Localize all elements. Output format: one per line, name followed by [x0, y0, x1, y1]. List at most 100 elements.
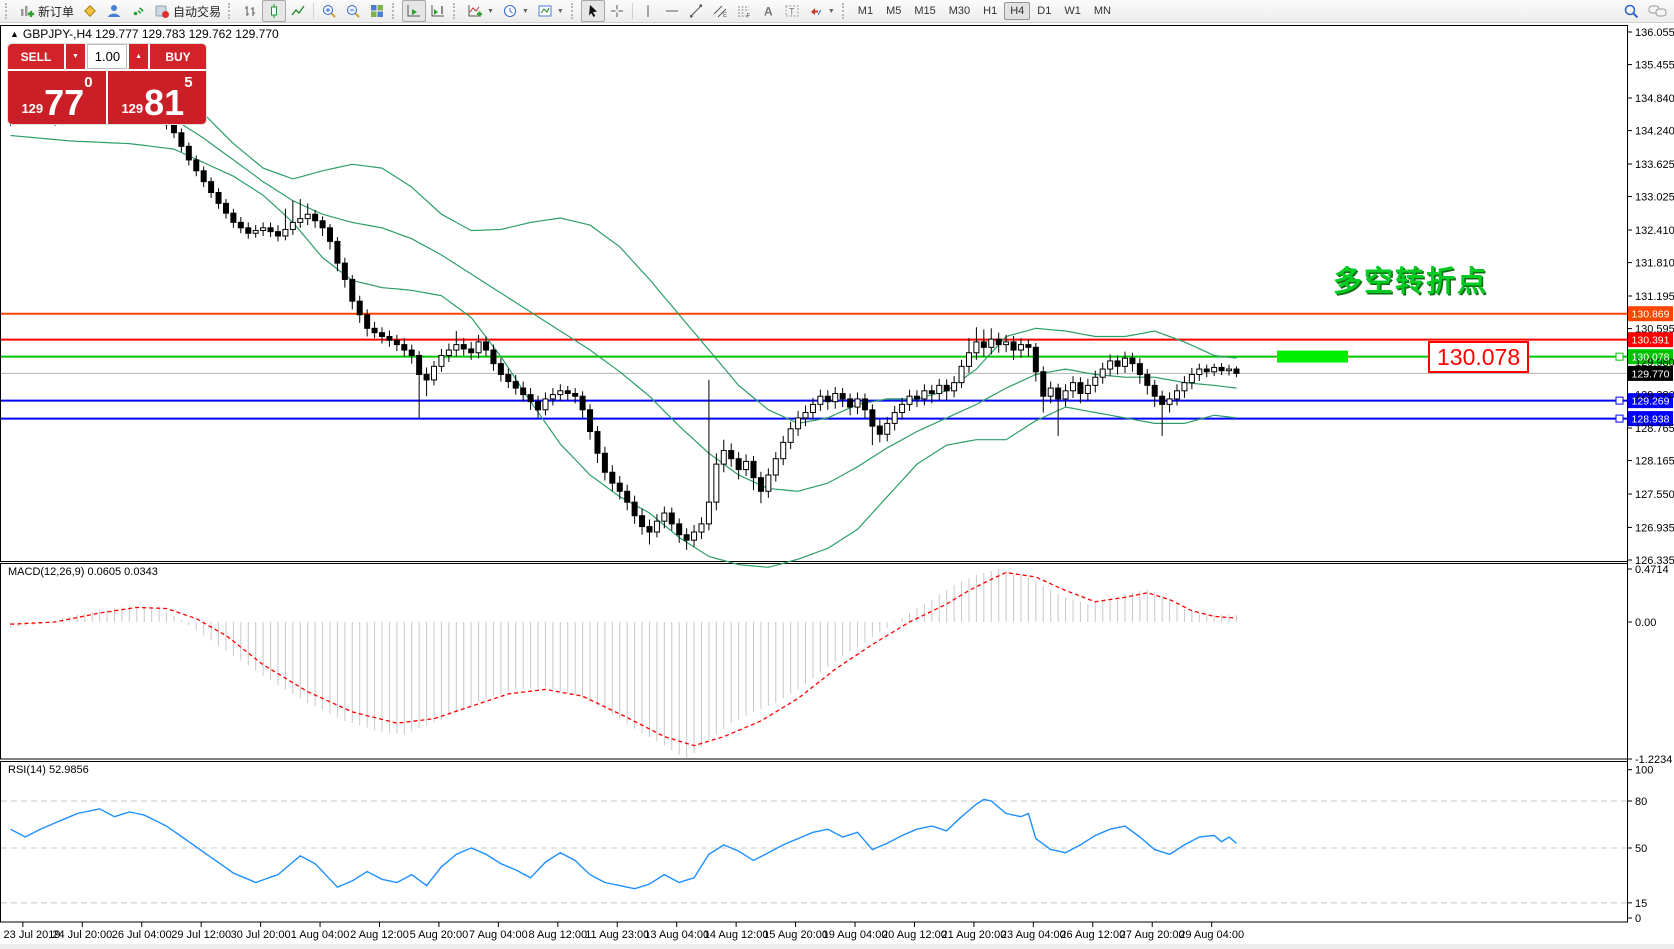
autotrade-label: 自动交易 — [173, 4, 222, 19]
svg-text:130.078: 130.078 — [1632, 352, 1670, 364]
vertical-line-icon — [647, 5, 649, 17]
search-button[interactable] — [1619, 0, 1644, 22]
price-tick-label: 129.380 — [1635, 390, 1674, 402]
zoom-out-button[interactable] — [341, 0, 365, 22]
chart-canvas[interactable]: 136.055 135.455 134.840 134.240 133.625 133.0… — [0, 23, 1674, 949]
symbol-quote-text: GBPJPY-,H4 129.777 129.783 129.762 129.7… — [22, 27, 279, 41]
svg-text:130.869: 130.869 — [1632, 309, 1670, 321]
price-level-badge[interactable] — [1628, 349, 1673, 365]
time-axis[interactable] — [0, 922, 1674, 949]
autotrade-button[interactable]: 自动交易 — [150, 0, 225, 22]
time-tick-label: 29 Aug 04:00 — [1179, 929, 1244, 941]
svg-text:-1.2234: -1.2234 — [1635, 754, 1672, 766]
sell-price-big: 77 — [44, 82, 85, 124]
sell-price-sup: 0 — [84, 74, 93, 91]
bar-chart-button[interactable] — [238, 0, 262, 22]
price-tick-label: 133.625 — [1635, 159, 1674, 171]
buy-price[interactable]: 129 81 5 — [108, 71, 206, 124]
volume-input[interactable] — [86, 44, 128, 69]
timeframe-button-H1[interactable]: H1 — [983, 5, 998, 17]
svg-text:E: E — [723, 13, 727, 19]
price-tick-label: 126.935 — [1635, 522, 1674, 534]
price-level-badge[interactable] — [1628, 393, 1673, 409]
svg-text:0: 0 — [1635, 913, 1641, 925]
trendline-button[interactable] — [684, 0, 708, 22]
time-tick-label: 14 Aug 12:00 — [704, 929, 769, 941]
svg-text:F: F — [746, 14, 750, 20]
fibonacci-button[interactable]: F — [732, 0, 756, 22]
crosshair-button[interactable] — [605, 0, 629, 22]
panel-collapse-arrow[interactable]: ▲ — [10, 29, 19, 39]
price-tick-label: 129.980 — [1635, 357, 1674, 369]
svg-text:128.938: 128.938 — [1632, 414, 1670, 426]
svg-text:129.770: 129.770 — [1632, 368, 1670, 380]
price-tick-label: 132.410 — [1635, 225, 1674, 237]
time-tick-label: 24 Jul 20:00 — [52, 929, 112, 941]
time-tick-label: 8 Aug 12:00 — [528, 929, 587, 941]
tile-windows-button[interactable] — [365, 0, 389, 22]
time-tick-label: 27 Aug 20:00 — [1120, 929, 1185, 941]
indicators-button[interactable]: ▼ — [463, 0, 498, 22]
auto-scroll-button[interactable] — [402, 0, 427, 22]
chat-icon — [1648, 5, 1667, 17]
level-price-label-box[interactable]: 130.078 — [1428, 341, 1530, 373]
timeframe-button-MN[interactable]: MN — [1093, 5, 1111, 17]
price-level-badge[interactable] — [1628, 306, 1673, 322]
price-level-badge[interactable] — [1628, 411, 1673, 427]
line-drag-handle[interactable] — [1615, 352, 1624, 361]
equidistant-channel-button[interactable]: E — [708, 0, 732, 22]
turning-point-annotation: 多空转折点 — [1333, 266, 1489, 298]
timeframe-button-D1[interactable]: D1 — [1037, 5, 1052, 17]
line-drag-handle[interactable] — [1615, 396, 1624, 405]
chat-button[interactable] — [1644, 0, 1672, 22]
horizontal-line-button[interactable] — [660, 0, 684, 22]
time-tick-label: 19 Aug 04:00 — [823, 929, 888, 941]
svg-text:100: 100 — [1635, 765, 1653, 777]
dropdown-caret: ▼ — [521, 7, 529, 15]
timeframe-button-M5[interactable]: M5 — [886, 5, 902, 17]
fibonacci-icon: F — [737, 6, 750, 20]
candlestick-chart-button[interactable] — [262, 0, 287, 22]
text-label-button[interactable]: T — [780, 0, 804, 22]
cursor-icon — [588, 5, 597, 17]
time-tick-label: 5 Aug 20:00 — [410, 929, 469, 941]
new-order-label: 新订单 — [38, 4, 75, 19]
price-tick-label: 133.025 — [1635, 192, 1674, 204]
zoom-in-button[interactable] — [317, 0, 341, 22]
toolbar-grip — [453, 3, 460, 19]
price-tick-label: 126.335 — [1635, 555, 1674, 567]
market-watch-icon — [84, 5, 96, 17]
price-level-badge[interactable] — [1628, 365, 1673, 381]
market-watch-button[interactable] — [78, 0, 102, 22]
periods-button[interactable]: ▼ — [498, 0, 533, 22]
time-tick-label: 15 Aug 20:00 — [763, 929, 828, 941]
volume-increase-button[interactable]: ▲ — [129, 44, 148, 69]
line-drag-handle[interactable] — [1615, 414, 1624, 423]
timeframe-button-W1[interactable]: W1 — [1064, 5, 1081, 17]
arrows-button[interactable]: ▼ — [804, 0, 839, 22]
timeframe-button-H4[interactable]: H4 — [1004, 2, 1031, 20]
toolbar-grip — [392, 3, 399, 19]
vertical-line-button[interactable] — [636, 0, 660, 22]
new-order-icon — [21, 6, 34, 17]
profile-button[interactable] — [102, 0, 126, 22]
buy-price-sup: 5 — [184, 74, 193, 91]
templates-button[interactable]: ▼ — [533, 0, 568, 22]
timeframe-button-M15[interactable]: M15 — [914, 5, 936, 17]
sell-button[interactable]: SELL — [8, 44, 64, 69]
line-chart-button[interactable] — [286, 0, 310, 22]
chart-shift-button[interactable] — [426, 0, 450, 22]
price-level-badge[interactable] — [1628, 332, 1673, 348]
buy-button[interactable]: BUY — [150, 44, 206, 69]
new-order-button[interactable]: 新订单 — [15, 0, 78, 22]
price-tick-label: 131.810 — [1635, 258, 1674, 270]
volume-decrease-button[interactable]: ▼ — [66, 44, 85, 69]
sell-price[interactable]: 129 77 0 — [8, 71, 106, 124]
timeframe-button-M1[interactable]: M1 — [857, 5, 874, 17]
timeframe-button-M30[interactable]: M30 — [948, 5, 971, 17]
signals-button[interactable] — [126, 0, 150, 22]
price-axis[interactable] — [1627, 25, 1673, 923]
buy-price-big: 81 — [144, 82, 185, 124]
cursor-button[interactable] — [580, 0, 605, 22]
text-button[interactable]: A — [756, 0, 780, 22]
